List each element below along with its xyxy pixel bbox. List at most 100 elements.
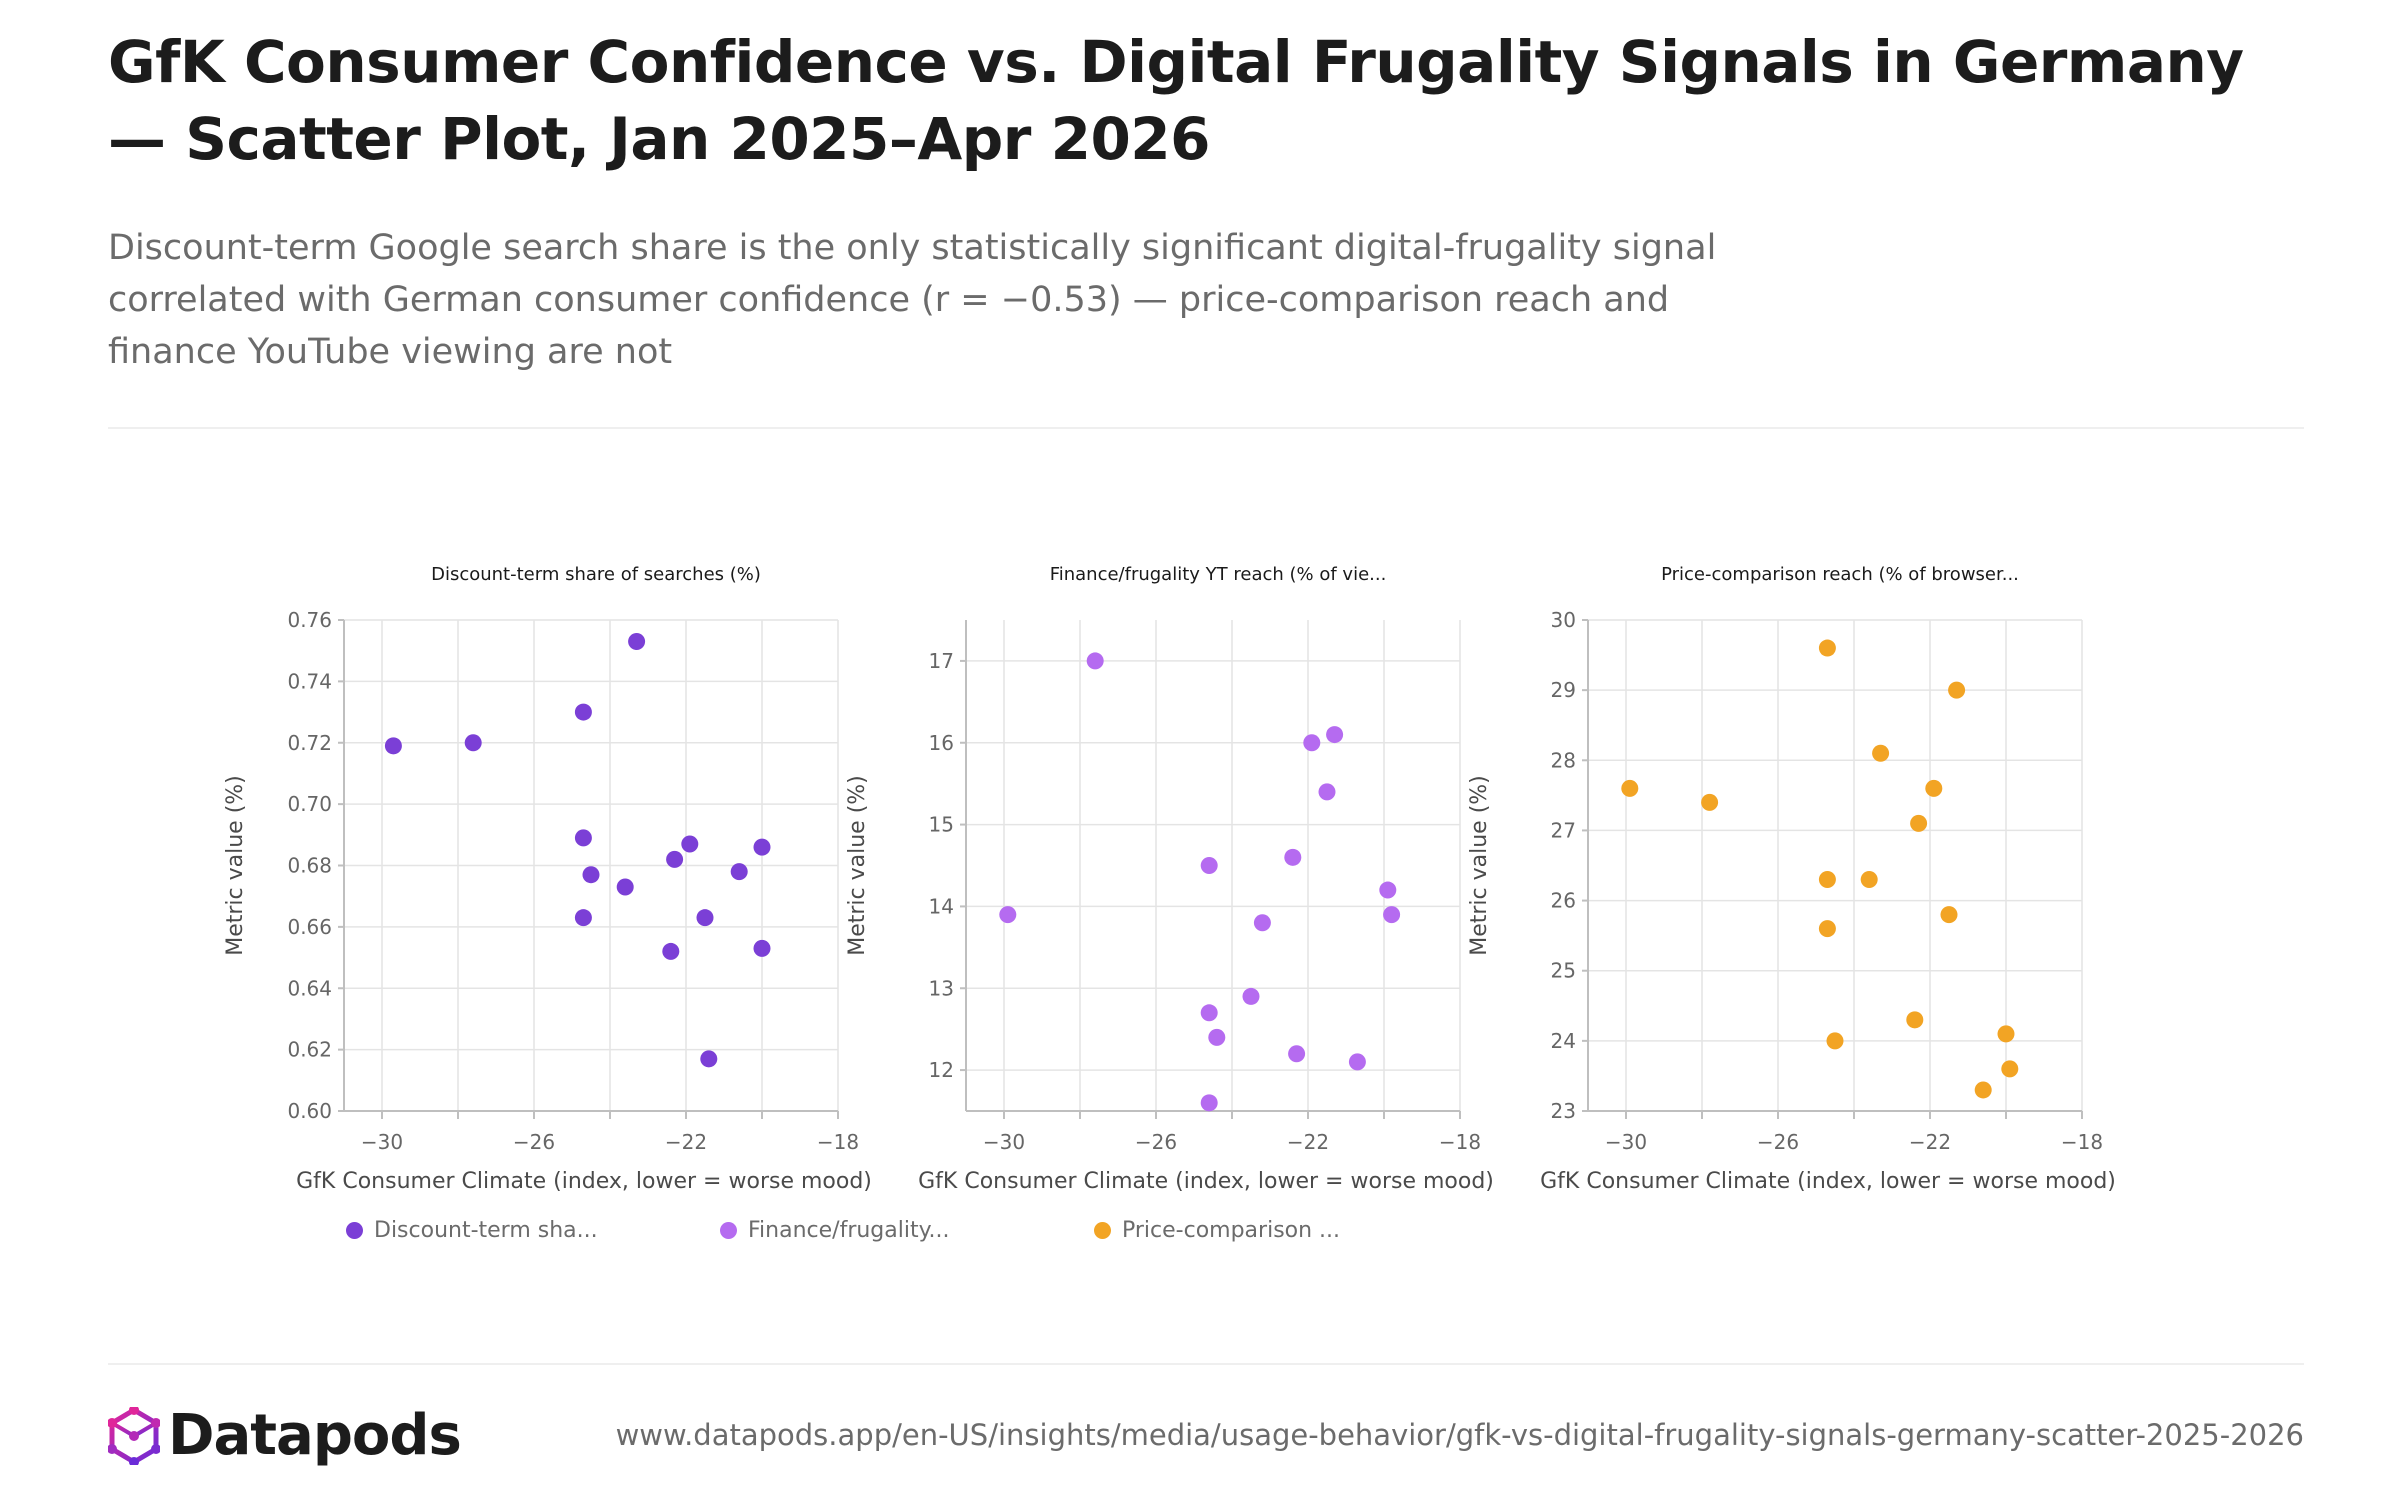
chart-3-x-tick-label: −22: [1909, 1130, 1951, 1154]
chart-1-data-point: [574, 829, 592, 847]
chart-2-x-tick-label: −30: [983, 1130, 1025, 1154]
chart-1-y-tick-label: 0.62: [287, 1038, 332, 1062]
chart-3-y-tick-label: 25: [1551, 959, 1576, 983]
legend-item-discount[interactable]: Discount-term sha...: [346, 1218, 598, 1243]
chart-1-title: Discount-term share of searches (%): [431, 564, 761, 585]
chart-1-y-tick-label: 0.60: [287, 1099, 332, 1123]
chart-2-data-point: [1200, 857, 1218, 874]
chart-3-y-tick-label: 26: [1551, 889, 1576, 913]
chart-2-title: Finance/frugality YT reach (% of vie...: [1050, 564, 1387, 585]
chart-2-data-point: [1326, 726, 1344, 744]
chart-2-data-point: [1253, 914, 1271, 932]
chart-3-data-point: [1906, 1011, 1924, 1029]
chart-3-x-tick-label: −18: [2061, 1130, 2103, 1154]
chart-3-x-axis-label: GfK Consumer Climate (index, lower = wor…: [1540, 1169, 2116, 1194]
chart-1-data-point: [582, 866, 600, 884]
chart-3-y-tick-label: 28: [1551, 748, 1576, 772]
chart-2-y-tick-label: 15: [929, 813, 954, 837]
chart-2-data-point: [1383, 906, 1401, 924]
chart-3-data-point: [1872, 744, 1890, 762]
page-subtitle: Discount-term Google search share is the…: [108, 228, 1717, 372]
chart-1-y-tick-label: 0.64: [287, 976, 332, 1000]
brand-logo[interactable]: Datapods: [108, 1403, 462, 1468]
chart-1-data-point: [384, 737, 402, 755]
header-divider: [108, 427, 2304, 429]
chart-1-y-tick-label: 0.76: [287, 608, 332, 632]
chart-1-data-point: [616, 878, 634, 896]
chart-3-data-point: [1940, 906, 1958, 924]
chart-3-data-point: [1818, 639, 1836, 657]
chart-1-data-point: [662, 942, 680, 960]
chart-3-data-point: [1621, 779, 1639, 797]
legend-marker-finance: [720, 1222, 737, 1239]
chart-3-data-point: [1974, 1081, 1992, 1099]
legend-item-finance[interactable]: Finance/frugality...: [720, 1218, 949, 1243]
scatter-charts: 0.60 0.62 0.64 0.66 0.68 0.70 0.72 0.74 0.76 −30 −…: [223, 564, 2116, 1194]
chart-3-data-point: [1925, 779, 1943, 797]
chart-2-data-point: [1200, 1094, 1218, 1112]
chart-3-data-point: [1860, 871, 1878, 889]
chart-1-y-tick-label: 0.70: [287, 792, 332, 816]
chart-2-data-point: [1303, 734, 1321, 752]
chart-1-y-tick-label: 0.74: [287, 669, 332, 693]
chart-3-y-tick-label: 23: [1551, 1099, 1576, 1123]
chart-3-data-point: [1701, 793, 1719, 811]
chart-3-data-point: [1818, 920, 1836, 938]
chart-2-data-point: [1348, 1053, 1366, 1071]
chart-3-title: Price-comparison reach (% of browser...: [1661, 564, 2019, 585]
chart-1-x-tick-label: −22: [665, 1130, 707, 1154]
chart-3-y-tick-label: 24: [1551, 1029, 1576, 1053]
chart-1-data-point: [696, 909, 714, 927]
chart-3-x-tick-label: −26: [1757, 1130, 1799, 1154]
chart-3-y-tick-label: 27: [1551, 818, 1576, 842]
chart-1-data-point: [681, 835, 699, 853]
chart-2-x-axis-label: GfK Consumer Climate (index, lower = wor…: [918, 1169, 1494, 1194]
chart-1-data-point: [628, 632, 646, 650]
chart-2-data-point: [1284, 848, 1302, 866]
chart-3-data-point: [1997, 1025, 2015, 1043]
chart-1-data-point: [574, 703, 592, 721]
legend-label-discount: Discount-term sha...: [374, 1218, 598, 1243]
chart-1-y-tick-label: 0.72: [287, 731, 332, 755]
chart-2-x-tick-label: −22: [1287, 1130, 1329, 1154]
chart-2-y-tick-label: 12: [929, 1058, 954, 1082]
chart-2-data-point: [1086, 652, 1104, 670]
legend-label-price: Price-comparison ...: [1122, 1218, 1341, 1243]
chart-3-data-point: [2001, 1060, 2019, 1078]
chart-1-x-tick-label: −26: [513, 1130, 555, 1154]
source-url[interactable]: www.datapods.app/en-US/insights/media/us…: [615, 1418, 2304, 1452]
chart-2-x-tick-label: −18: [1439, 1130, 1481, 1154]
chart-2-y-tick-label: 17: [929, 649, 954, 673]
chart-2-data-point: [999, 906, 1017, 924]
chart-3-data-point: [1826, 1032, 1844, 1050]
chart-1-data-point: [666, 850, 684, 868]
legend-marker-price: [1094, 1222, 1111, 1239]
chart-1-y-axis-label: Metric value (%): [223, 775, 248, 956]
chart-2-data-point: [1288, 1045, 1306, 1063]
chart-1-x-axis-label: GfK Consumer Climate (index, lower = wor…: [296, 1169, 872, 1194]
chart-2-x-tick-label: −26: [1135, 1130, 1177, 1154]
chart-2-data-point: [1318, 783, 1336, 801]
chart-3-x-tick-label: −30: [1605, 1130, 1647, 1154]
chart-1-data-point: [753, 939, 771, 957]
legend-marker-discount: [346, 1222, 363, 1239]
chart-2-data-point: [1242, 987, 1260, 1005]
chart-1-data-point: [464, 734, 482, 752]
chart-2-data-point: [1208, 1028, 1226, 1046]
chart-1-data-point: [574, 909, 592, 927]
chart-3-y-axis-label: Metric value (%): [1467, 775, 1492, 956]
datapods-logo-icon: [108, 1406, 160, 1465]
page-title: GfK Consumer Confidence vs. Digital Frug…: [108, 28, 2244, 173]
chart-2-y-tick-label: 14: [929, 894, 954, 918]
chart-2-y-tick-label: 13: [929, 976, 954, 1000]
chart-2-data-point: [1200, 1004, 1218, 1022]
chart-1-y-tick-label: 0.68: [287, 854, 332, 878]
brand-name: Datapods: [168, 1403, 462, 1468]
chart-3-y-tick-label: 29: [1551, 678, 1576, 702]
chart-legend: Discount-term sha... Finance/frugality..…: [0, 1218, 2400, 1258]
chart-2-y-tick-label: 16: [929, 731, 954, 755]
chart-2-data-point: [1379, 881, 1397, 899]
chart-2-y-axis-label: Metric value (%): [845, 775, 870, 956]
legend-item-price[interactable]: Price-comparison ...: [1094, 1218, 1340, 1243]
